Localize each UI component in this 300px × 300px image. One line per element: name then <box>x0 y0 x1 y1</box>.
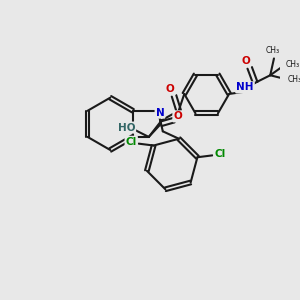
Text: N: N <box>156 108 164 118</box>
Text: NH: NH <box>236 82 254 92</box>
Text: O: O <box>166 84 175 94</box>
Text: O: O <box>242 56 250 66</box>
Text: CH₃: CH₃ <box>266 46 280 55</box>
Text: HO: HO <box>118 123 135 133</box>
Text: CH₃: CH₃ <box>288 75 300 84</box>
Text: Cl: Cl <box>214 148 225 158</box>
Text: O: O <box>173 111 182 122</box>
Text: Cl: Cl <box>126 137 137 147</box>
Text: CH₃: CH₃ <box>286 61 300 70</box>
